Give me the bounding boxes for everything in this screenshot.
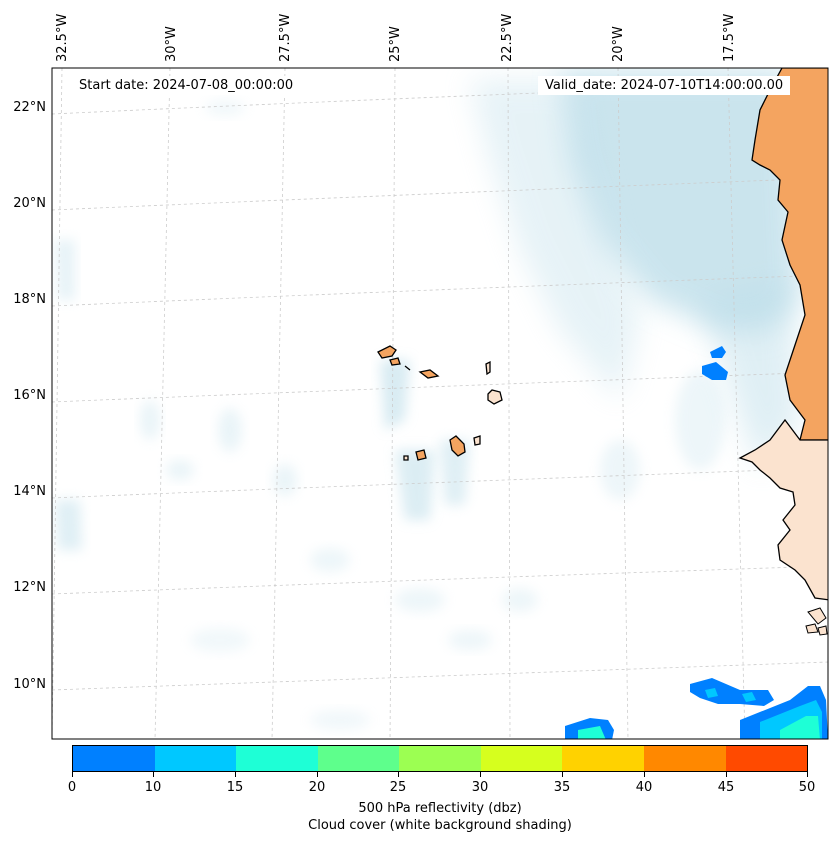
colorbar-label-30: 30 (471, 780, 489, 795)
lat-label-16n: 16°N (13, 388, 46, 403)
colorbar-tick (235, 772, 236, 777)
colorbar-label-15: 15 (226, 780, 244, 795)
colorbar-label-45: 45 (717, 780, 735, 795)
lon-label-20w: 20°W (611, 26, 626, 62)
longitude-labels: 32.5°W 30°W 27.5°W 25°W 22.5°W 20°W 17.5… (55, 14, 737, 62)
lat-label-12n: 12°N (13, 580, 46, 595)
lat-label-20n: 20°N (13, 196, 46, 211)
colorbar-label-35: 35 (553, 780, 571, 795)
valid-date-label: Valid_date: 2024-07-10T14:00:00.00 (538, 76, 791, 95)
colorbar-tick (480, 772, 481, 777)
africa-mainland-north (751, 68, 828, 441)
colorbar-segment-20-25 (317, 746, 400, 771)
colorbar-tick (644, 772, 645, 777)
start-date-label: Start date: 2024-07-08_00:00:00 (72, 76, 301, 95)
lon-label-32-5w: 32.5°W (55, 14, 70, 62)
colorbar-label-50: 50 (798, 780, 816, 795)
colorbar-segment-35-40 (562, 746, 644, 771)
colorbar-tick (726, 772, 727, 777)
colorbar-label-25: 25 (389, 780, 407, 795)
map-frame (51, 67, 829, 740)
colorbar-label-10: 10 (144, 780, 162, 795)
lat-label-14n: 14°N (13, 484, 46, 499)
colorbar-subtitle: Cloud cover (white background shading) (308, 818, 572, 833)
colorbar-tick (153, 772, 154, 777)
colorbar-tick (562, 772, 563, 777)
lon-label-27-5w: 27.5°W (278, 14, 293, 62)
lon-label-22-5w: 22.5°W (500, 14, 515, 62)
colorbar-tick (398, 772, 399, 777)
lon-label-17-5w: 17.5°W (722, 14, 737, 62)
lon-label-25w: 25°W (388, 26, 403, 62)
colorbar-segment-0-10 (73, 746, 155, 771)
colorbar (72, 745, 808, 772)
lat-label-18n: 18°N (13, 292, 46, 307)
colorbar-segment-10-15 (154, 746, 237, 771)
latitude-labels: 22°N 20°N 18°N 16°N 14°N 12°N 10°N (13, 100, 46, 692)
map-plot-area (52, 68, 828, 739)
lat-label-10n: 10°N (13, 677, 46, 692)
colorbar-label-0: 0 (67, 780, 77, 795)
colorbar-segment-45-50 (725, 746, 808, 771)
colorbar-segment-30-35 (480, 746, 563, 771)
colorbar-segment-40-45 (643, 746, 726, 771)
lon-label-30w: 30°W (164, 26, 179, 62)
graticule (52, 68, 828, 739)
colorbar-tick (72, 772, 73, 777)
colorbar-label-20: 20 (308, 780, 326, 795)
colorbar-tick (807, 772, 808, 777)
colorbar-segment-25-30 (399, 746, 481, 771)
lat-label-22n: 22°N (13, 100, 46, 115)
reflectivity-cells (565, 346, 828, 739)
colorbar-label-40: 40 (635, 780, 653, 795)
colorbar-tick (317, 772, 318, 777)
bissagos-islands (805, 607, 828, 636)
cape-verde-islands (377, 345, 503, 461)
colorbar-title: 500 hPa reflectivity (dbz) (358, 801, 522, 816)
colorbar-segment-15-20 (236, 746, 318, 771)
africa-mainland-south (738, 418, 828, 601)
